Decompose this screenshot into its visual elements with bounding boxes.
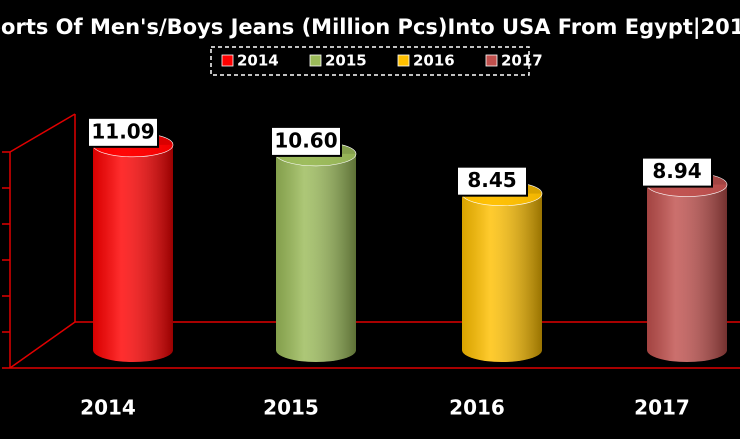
bar: [275, 141, 357, 362]
x-tick-label: 2017: [634, 396, 690, 420]
value-label-box: [87, 116, 159, 148]
legend-label: 2017: [501, 52, 543, 70]
bar: [92, 132, 174, 362]
value-label-text: 8.45: [467, 168, 516, 192]
x-tick-label: 2014: [80, 396, 136, 420]
value-label-text: 11.09: [91, 119, 154, 143]
chart-title: ports Of Men's/Boys Jeans (Million Pcs)I…: [0, 15, 740, 40]
bar-shade: [276, 153, 356, 362]
bar-shade: [647, 184, 727, 362]
legend-label: 2014: [237, 52, 279, 70]
legend-box: [210, 46, 530, 76]
legend-label: 2015: [325, 52, 367, 70]
value-label: 8.45: [456, 165, 528, 197]
value-label-text: 10.60: [274, 128, 337, 152]
x-tick-label: 2015: [263, 396, 319, 420]
bar-shade: [462, 193, 542, 362]
bar-shade: [93, 144, 173, 362]
value-label: 11.09: [87, 116, 159, 148]
x-tick-label: 2016: [449, 396, 505, 420]
legend-label: 2016: [413, 52, 455, 70]
value-label-text: 8.94: [652, 159, 701, 183]
value-label: 8.94: [641, 156, 713, 188]
value-label-box: [456, 165, 528, 197]
legend-swatch: [221, 54, 234, 67]
value-label-box: [641, 156, 713, 188]
legend-swatch: [485, 54, 498, 67]
value-label-box: [270, 125, 342, 157]
bar: [646, 172, 728, 362]
legend-swatch: [309, 54, 322, 67]
legend-swatch: [397, 54, 410, 67]
value-label: 10.60: [270, 125, 342, 157]
bar: [461, 181, 543, 362]
